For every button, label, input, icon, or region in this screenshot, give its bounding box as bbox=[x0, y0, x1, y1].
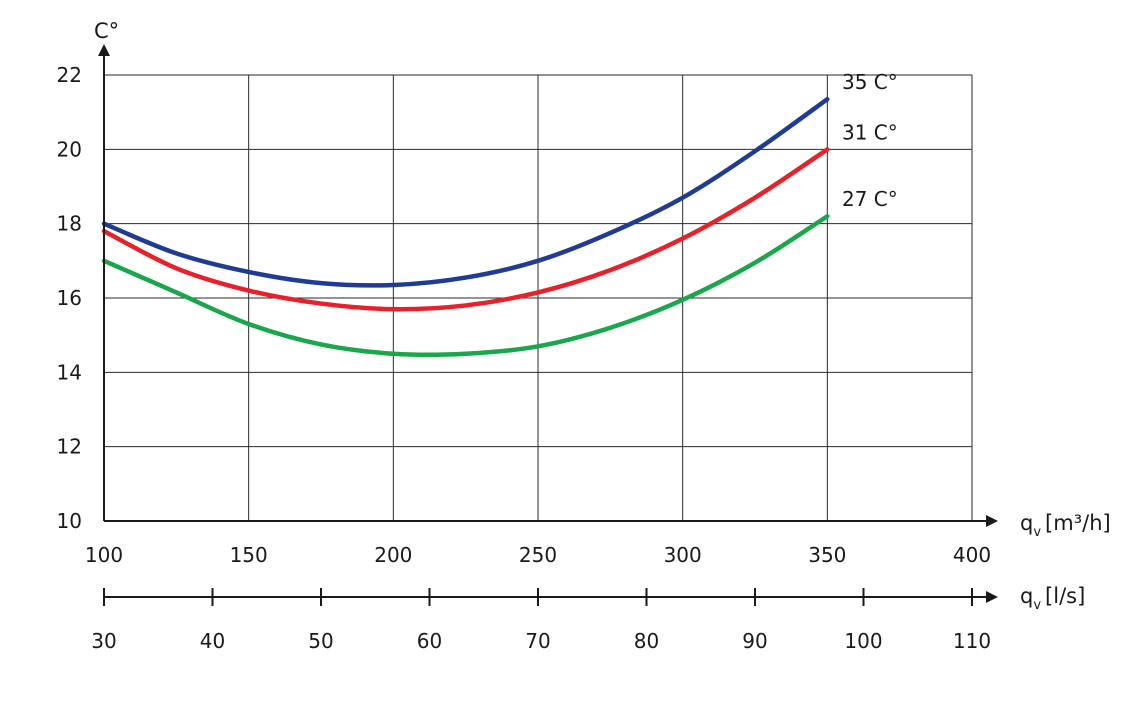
x-secondary-tick-label: 110 bbox=[953, 629, 991, 653]
series-label-31c: 31 C° bbox=[842, 120, 898, 144]
x-axis-primary-arrow bbox=[986, 515, 998, 527]
x-primary-tick-label: 200 bbox=[374, 543, 412, 567]
x-primary-tick-label: 350 bbox=[808, 543, 846, 567]
series-line-31c bbox=[101, 147, 830, 312]
x-secondary-tick-label: 100 bbox=[844, 629, 882, 653]
series-label-35c: 35 C° bbox=[842, 70, 898, 94]
y-tick-label: 18 bbox=[57, 212, 82, 236]
x-primary-tick-label: 100 bbox=[85, 543, 123, 567]
y-tick-label: 10 bbox=[57, 509, 82, 533]
series-label-27c: 27 C° bbox=[842, 187, 898, 211]
axes bbox=[98, 44, 998, 606]
y-tick-label: 16 bbox=[57, 286, 82, 310]
labels: C° qv [m³/h] qv [l/s] 10 12 14 16 18 20 22 100 150… bbox=[57, 19, 1111, 653]
x-secondary-tick-label: 90 bbox=[742, 629, 767, 653]
x-primary-tick-label: 250 bbox=[519, 543, 557, 567]
y-tick-label: 12 bbox=[57, 435, 82, 459]
x-axis-secondary-label: qv [l/s] bbox=[1020, 584, 1085, 613]
x-secondary-tick-label: 80 bbox=[634, 629, 659, 653]
x-primary-tick-label: 400 bbox=[953, 543, 991, 567]
x-secondary-tick-label: 40 bbox=[200, 629, 225, 653]
x-axis-primary-label: qv [m³/h] bbox=[1020, 511, 1111, 540]
y-axis-arrow bbox=[98, 44, 110, 56]
y-axis-label: C° bbox=[94, 19, 119, 43]
y-tick-label: 14 bbox=[57, 360, 82, 384]
series-lines bbox=[101, 96, 830, 358]
x-secondary-tick-label: 70 bbox=[525, 629, 550, 653]
y-tick-label: 22 bbox=[57, 63, 82, 87]
series-line-35c bbox=[101, 96, 830, 288]
x-secondary-tick-label: 60 bbox=[417, 629, 442, 653]
x-primary-tick-label: 300 bbox=[664, 543, 702, 567]
series-line-27c bbox=[101, 213, 830, 358]
x-secondary-tick-label: 50 bbox=[308, 629, 333, 653]
x-secondary-tick-label: 30 bbox=[91, 629, 116, 653]
y-tick-label: 20 bbox=[57, 137, 82, 161]
x-axis-secondary-arrow bbox=[986, 591, 998, 603]
x-primary-tick-label: 150 bbox=[230, 543, 268, 567]
